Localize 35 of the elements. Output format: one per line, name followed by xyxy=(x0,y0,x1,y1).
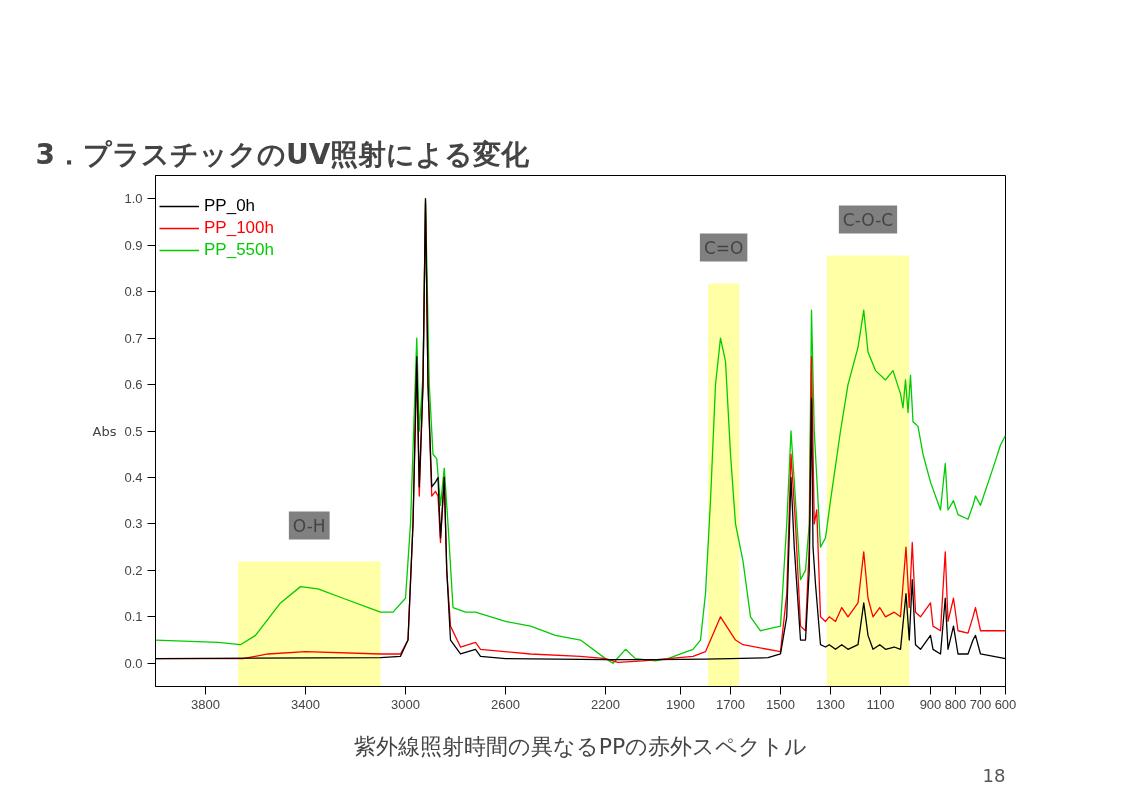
y-tick-label: 1.0 xyxy=(124,191,143,207)
y-tick-label: 0.7 xyxy=(124,330,143,346)
x-tick-label: 3400 xyxy=(291,696,320,712)
x-tick-label: 1500 xyxy=(766,696,795,712)
y-tick-label: 0.4 xyxy=(124,469,143,485)
x-tick-label: 2200 xyxy=(591,696,620,712)
band-label: C-O-C xyxy=(842,209,894,230)
legend-label: PP_100h xyxy=(204,218,274,238)
x-tick-label: 900 xyxy=(919,696,942,712)
x-tick-label: 3000 xyxy=(391,696,420,712)
band-label: O-H xyxy=(292,515,326,536)
legend-label: PP_550h xyxy=(204,240,274,260)
x-tick-label: 1900 xyxy=(666,696,695,712)
x-tick-label: 2600 xyxy=(491,696,520,712)
x-tick-label: 1100 xyxy=(866,696,895,712)
x-tick-label: 800 xyxy=(944,696,967,712)
y-axis-title: Abs xyxy=(92,423,117,439)
x-axis-title: 紫外線照射時間の異なるPPの赤外スペクトル xyxy=(353,733,808,759)
y-tick-label: 0.8 xyxy=(124,284,143,300)
x-tick-label: 1700 xyxy=(716,696,745,712)
y-tick-label: 0.1 xyxy=(124,609,143,625)
y-tick-label: 0.3 xyxy=(124,516,143,532)
text: 18 xyxy=(982,764,1006,786)
x-tick-label: 3800 xyxy=(191,696,220,712)
x-tick-label: 600 xyxy=(994,696,1017,712)
band-label: C=O xyxy=(703,237,744,258)
legend-label: PP_0h xyxy=(204,196,256,216)
x-tick-label: 700 xyxy=(969,696,992,712)
x-tick-label: 1300 xyxy=(816,696,845,712)
y-tick-label: 0.0 xyxy=(124,655,143,671)
y-tick-label: 0.5 xyxy=(124,423,143,439)
y-tick-label: 0.2 xyxy=(124,562,143,578)
y-tick-label: 0.6 xyxy=(124,377,143,393)
chart-title: 3．プラスチックのUV照射による変化 xyxy=(35,137,531,171)
y-tick-label: 0.9 xyxy=(124,237,143,253)
